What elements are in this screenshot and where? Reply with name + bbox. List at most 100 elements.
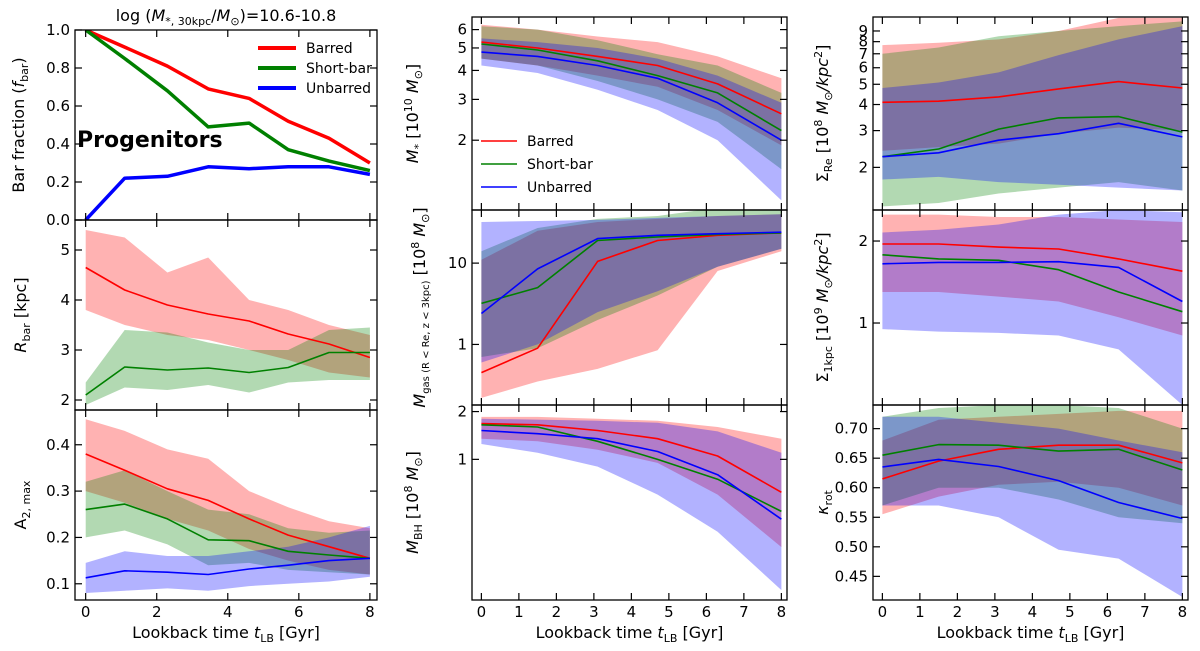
- r_bar-line-short-bar: [85, 351, 370, 396]
- kappa_rot-xtick-label: 3: [990, 603, 1000, 621]
- mstar-ylabel: M* [1010 M⊙]: [402, 64, 425, 163]
- kappa_rot-ytick-label: 0.55: [835, 508, 868, 526]
- sigma_re-ytick-label: 6: [858, 59, 868, 77]
- mbh-xtick-label: 5: [664, 603, 674, 621]
- a2max-xtick-label: 2: [152, 603, 162, 621]
- mbh-xtick-label: 2: [552, 603, 562, 621]
- sigma_1kpc-line-unbarred: [882, 260, 1183, 303]
- mgas-ylabel: Mgas (R < Re, z < 3kpc) [108 M⊙]: [409, 207, 432, 407]
- kappa_rot-xtick-label: 4: [1028, 603, 1038, 621]
- mbh-xtick-label: 4: [627, 603, 637, 621]
- r_bar-line-barred: [85, 266, 371, 359]
- sigma_1kpc-ylabel: Σ1kpc [109 M⊙/kpc2]: [812, 232, 835, 382]
- a2max-line-unbarred: [85, 557, 370, 579]
- sigma_re-line-unbarred: [882, 122, 1183, 158]
- panel-kappa_rot: 0 1 2 3 4 5 6 7 8 0.45 0.50 0.55 0.60 0.65 0.70 κrot Loo…: [813, 404, 1189, 645]
- sigma_re-ytick-label: 2: [858, 158, 868, 176]
- mbh-xtick-label: 8: [777, 603, 787, 621]
- a2max-line-short-bar: [85, 503, 370, 560]
- bar_fraction-legend: Barred Short-bar Unbarred: [258, 41, 372, 97]
- sigma_re-ytick-label: 9: [858, 22, 868, 40]
- bar_fraction-plot-area: [84, 30, 371, 220]
- mbh-line-barred: [481, 422, 782, 493]
- legend-label-short-bar: Short-bar: [527, 157, 593, 173]
- a2max-ytick-label: 0.1: [46, 575, 70, 593]
- r_bar-ytick-label: 3: [60, 341, 70, 359]
- r_bar-ytick-label: 5: [60, 241, 70, 259]
- kappa_rot-plot-area: [882, 405, 1183, 597]
- r_bar-ylabel: Rbar [kpc]: [11, 277, 33, 352]
- mbh-frame: [471, 404, 788, 601]
- a2max-ytick-label: 0.2: [46, 528, 70, 546]
- a2max-xtick-label: 4: [223, 603, 233, 621]
- mbh-ytick-label: 1: [457, 450, 467, 468]
- sigma_re-line-barred: [882, 80, 1183, 104]
- mgas-line-unbarred: [480, 231, 782, 315]
- mbh-ylabel: MBH [108 M⊙]: [402, 451, 425, 554]
- mstar-band-barred: [481, 24, 782, 146]
- bar_fraction-ytick-label: 0.8: [46, 59, 70, 77]
- sigma_1kpc-ytick-label: 1: [858, 314, 868, 332]
- panel-r_bar: 2 3 4 5 Rbar [kpc]: [11, 219, 378, 411]
- sigma_re-ylabel: ΣRe [108 M⊙/kpc2]: [812, 45, 835, 183]
- mbh-plot-area: [481, 416, 782, 591]
- mstar-line-barred: [481, 41, 782, 115]
- legend-label-short-bar: Short-bar: [306, 61, 372, 77]
- sigma_1kpc-line-barred: [882, 243, 1183, 272]
- mstar-ytick-label: 4: [457, 61, 467, 79]
- mbh-xtick-label: 1: [514, 603, 524, 621]
- mstar-ytick-label: 3: [457, 90, 467, 108]
- panel-mgas: 1 10 Mgas (R < Re, z < 3kpc) [108 M⊙]: [409, 207, 788, 408]
- mstar-band-short-bar: [481, 26, 782, 170]
- mstar-ytick-label: 5: [457, 39, 467, 57]
- mgas-ytick-label: 1: [457, 335, 467, 353]
- kappa_rot-ytick-label: 0.45: [835, 567, 868, 585]
- mbh-xtick-label: 6: [702, 603, 712, 621]
- mbh-line-short-bar: [481, 424, 782, 513]
- kappa_rot-line-unbarred: [882, 458, 1183, 520]
- mstar-plot-area: [481, 24, 782, 201]
- kappa_rot-xtick-label: 0: [878, 603, 888, 621]
- mbh-band-barred: [481, 416, 782, 548]
- kappa_rot-xtick-label: 6: [1103, 603, 1113, 621]
- kappa_rot-band-barred: [882, 410, 1183, 515]
- kappa_rot-band-short-bar: [882, 405, 1183, 524]
- bar_fraction-ytick-label: 0.0: [46, 211, 70, 229]
- a2max-ylabel: A2, max: [11, 480, 33, 529]
- legend-label-barred: Barred: [306, 41, 353, 57]
- legend-label-unbarred: Unbarred: [306, 81, 371, 97]
- mbh-xtick-label: 3: [589, 603, 599, 621]
- mstar-line-unbarred: [481, 51, 782, 141]
- kappa_rot-line-short-bar: [882, 443, 1183, 471]
- sigma_re-ytick-label: 5: [858, 75, 868, 93]
- r_bar-plot-area: [85, 230, 371, 405]
- mgas-ytick-label: 10: [448, 254, 467, 272]
- mbh-xtick-label: 7: [739, 603, 749, 621]
- a2max-band-unbarred: [85, 525, 370, 593]
- sigma_re-ytick-label: 4: [858, 96, 868, 114]
- bar_fraction-ytick-label: 0.6: [46, 97, 70, 115]
- legend-label-barred: Barred: [527, 134, 574, 150]
- mstar-legend: Barred Short-bar Unbarred: [481, 134, 593, 196]
- legend-label-unbarred: Unbarred: [527, 180, 592, 196]
- mstar-line-short-bar: [481, 43, 782, 132]
- a2max-ytick-label: 0.4: [46, 436, 70, 454]
- kappa_rot-line-barred: [882, 444, 1183, 480]
- kappa_rot-xlabel: Lookback time tLB [Gyr]: [937, 623, 1125, 645]
- a2max-xlabel: Lookback time tLB [Gyr]: [132, 623, 320, 645]
- a2max-line-barred: [85, 453, 371, 560]
- mbh-band-unbarred: [481, 418, 782, 591]
- sigma_1kpc-plot-area: [882, 210, 1183, 405]
- r_bar-band-barred: [85, 230, 370, 378]
- kappa_rot-ylabel: κrot: [813, 489, 835, 514]
- bar-fraction-title: log (M*, 30kpc/M⊙)=10.6-10.8: [116, 6, 337, 28]
- mgas-plot-area: [480, 210, 782, 398]
- panel-a2max: 0 2 4 6 8 0.1 0.2 0.3 0.4 A2, max Lookback time tL…: [11, 409, 378, 645]
- sigma_re-line-short-bar: [882, 115, 1183, 158]
- kappa_rot-xtick-label: 1: [915, 603, 925, 621]
- mbh-xlabel: Lookback time tLB [Gyr]: [536, 623, 724, 645]
- kappa_rot-ytick-label: 0.60: [835, 479, 868, 497]
- kappa_rot-ytick-label: 0.50: [835, 538, 868, 556]
